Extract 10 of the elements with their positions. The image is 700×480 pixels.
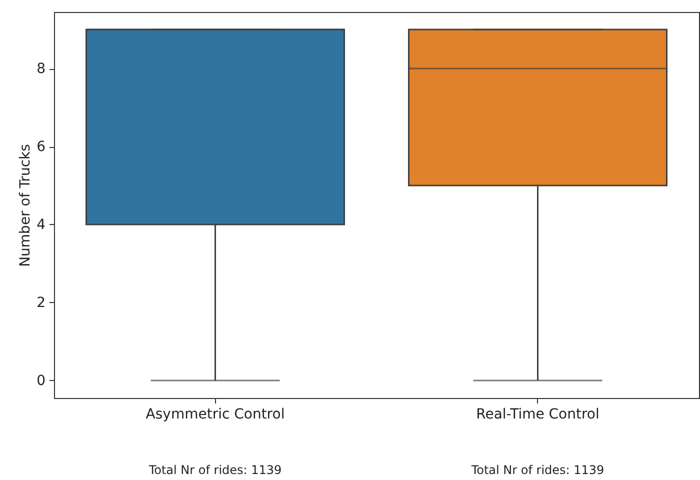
y-axis-title: Number of Trucks <box>18 144 34 267</box>
y-tick-label: 8 <box>36 61 46 78</box>
x-tick-label: Asymmetric Control <box>146 406 285 422</box>
y-tick-label: 0 <box>36 372 46 389</box>
y-tick-label: 4 <box>36 216 46 233</box>
y-tick-label: 6 <box>36 139 46 156</box>
y-tick-label: 2 <box>36 294 46 311</box>
x-tick-label: Real-Time Control <box>476 406 600 422</box>
text: Total Nr of rides: 1139 <box>470 463 604 477</box>
text: Total Nr of rides: 1139 <box>148 463 282 477</box>
